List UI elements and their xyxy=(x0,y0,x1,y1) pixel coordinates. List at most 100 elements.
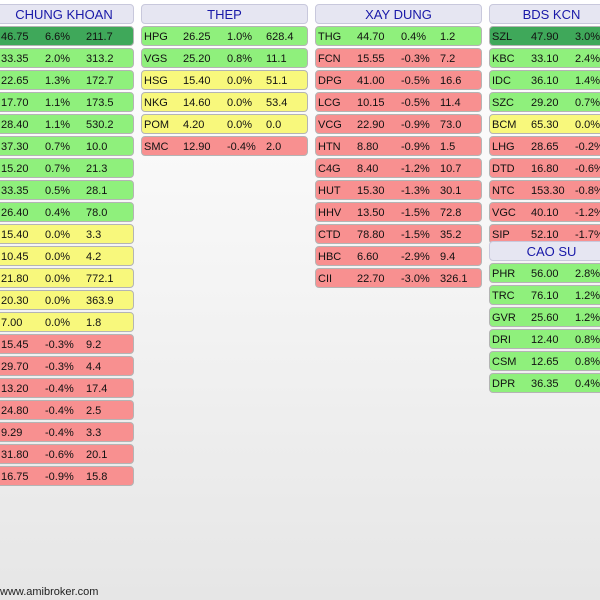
stock-row[interactable]: SZC 29.20 0.7% xyxy=(489,92,600,112)
stock-row[interactable]: 26.40 0.4% 78.0 xyxy=(0,202,134,222)
stock-row[interactable]: PHR 56.00 2.8% xyxy=(489,263,600,283)
stock-price: 41.00 xyxy=(357,75,385,87)
stock-row[interactable]: LCG 10.15 -0.5% 11.4 xyxy=(315,92,482,112)
stock-row[interactable]: CTD 78.80 -1.5% 35.2 xyxy=(315,224,482,244)
stock-row[interactable]: HTN 8.80 -0.9% 1.5 xyxy=(315,136,482,156)
stock-change: 0.4% xyxy=(401,31,427,43)
stock-row[interactable]: 15.20 0.7% 21.3 xyxy=(0,158,134,178)
stock-row[interactable]: 21.80 0.0% 772.1 xyxy=(0,268,134,288)
stock-price: 10.45 xyxy=(1,251,29,263)
stock-row[interactable]: SMC 12.90 -0.4% 2.0 xyxy=(141,136,308,156)
stock-row[interactable]: 46.75 6.6% 211.7 xyxy=(0,26,134,46)
stock-volume: 0.0 xyxy=(266,119,282,131)
stock-row[interactable]: CII 22.70 -3.0% 326.1 xyxy=(315,268,482,288)
stock-row[interactable]: 15.45 -0.3% 9.2 xyxy=(0,334,134,354)
stock-price: 76.10 xyxy=(531,290,559,302)
stock-row[interactable]: 13.20 -0.4% 17.4 xyxy=(0,378,134,398)
stock-price: 14.60 xyxy=(183,97,211,109)
stock-volume: 1.8 xyxy=(86,317,102,329)
stock-row[interactable]: 7.00 0.0% 1.8 xyxy=(0,312,134,332)
stock-row[interactable]: THG 44.70 0.4% 1.2 xyxy=(315,26,482,46)
stock-symbol: TRC xyxy=(492,290,515,302)
stock-price: 10.15 xyxy=(357,97,385,109)
stock-row[interactable]: HUT 15.30 -1.3% 30.1 xyxy=(315,180,482,200)
stock-row[interactable]: 10.45 0.0% 4.2 xyxy=(0,246,134,266)
stock-row[interactable]: 16.75 -0.9% 15.8 xyxy=(0,466,134,486)
stock-change: 0.0% xyxy=(45,229,71,241)
stock-change: -0.8% xyxy=(575,185,600,197)
stock-change: 1.2% xyxy=(575,290,600,302)
stock-row[interactable]: VCG 22.90 -0.9% 73.0 xyxy=(315,114,482,134)
stock-price: 16.75 xyxy=(1,471,29,483)
stock-row[interactable]: CSM 12.65 0.8% xyxy=(489,351,600,371)
stock-row[interactable]: C4G 8.40 -1.2% 10.7 xyxy=(315,158,482,178)
stock-row[interactable]: NTC 153.30 -0.8% xyxy=(489,180,600,200)
stock-row[interactable]: LHG 28.65 -0.2% xyxy=(489,136,600,156)
stock-price: 12.40 xyxy=(531,334,559,346)
stock-volume: 363.9 xyxy=(86,295,114,307)
stock-change: 0.4% xyxy=(45,207,71,219)
stock-row[interactable]: IDC 36.10 1.4% xyxy=(489,70,600,90)
stock-symbol: HUT xyxy=(318,185,341,197)
stock-price: 25.20 xyxy=(183,53,211,65)
stock-price: 16.80 xyxy=(531,163,559,175)
stock-row[interactable]: BCM 65.30 0.0% xyxy=(489,114,600,134)
stock-price: 29.70 xyxy=(1,361,29,373)
stock-change: 0.0% xyxy=(45,317,71,329)
stock-row[interactable]: KBC 33.10 2.4% xyxy=(489,48,600,68)
stock-change: 1.1% xyxy=(45,97,71,109)
stock-row[interactable]: 15.40 0.0% 3.3 xyxy=(0,224,134,244)
stock-row[interactable]: SZL 47.90 3.0% xyxy=(489,26,600,46)
stock-row[interactable]: 33.35 0.5% 28.1 xyxy=(0,180,134,200)
stock-row[interactable]: 17.70 1.1% 173.5 xyxy=(0,92,134,112)
stock-row[interactable]: DPR 36.35 0.4% xyxy=(489,373,600,393)
stock-volume: 530.2 xyxy=(86,119,114,131)
stock-row[interactable]: 28.40 1.1% 530.2 xyxy=(0,114,134,134)
stock-row[interactable]: 9.29 -0.4% 3.3 xyxy=(0,422,134,442)
stock-volume: 4.2 xyxy=(86,251,102,263)
stock-price: 12.90 xyxy=(183,141,211,153)
stock-row[interactable]: 33.35 2.0% 313.2 xyxy=(0,48,134,68)
stock-row[interactable]: TRC 76.10 1.2% xyxy=(489,285,600,305)
stock-change: 1.4% xyxy=(575,75,600,87)
stock-change: -1.2% xyxy=(401,163,430,175)
stock-volume: 628.4 xyxy=(266,31,294,43)
stock-volume: 313.2 xyxy=(86,53,114,65)
stock-symbol: CTD xyxy=(318,229,341,241)
stock-volume: 173.5 xyxy=(86,97,114,109)
stock-volume: 172.7 xyxy=(86,75,114,87)
stock-row[interactable]: DTD 16.80 -0.6% xyxy=(489,158,600,178)
stock-price: 36.35 xyxy=(531,378,559,390)
stock-row[interactable]: 37.30 0.7% 10.0 xyxy=(0,136,134,156)
stock-row[interactable]: HBC 6.60 -2.9% 9.4 xyxy=(315,246,482,266)
stock-symbol: KBC xyxy=(492,53,515,65)
stock-row[interactable]: VGS 25.20 0.8% 11.1 xyxy=(141,48,308,68)
stock-change: 0.5% xyxy=(45,185,71,197)
stock-price: 24.80 xyxy=(1,405,29,417)
stock-symbol: NKG xyxy=(144,97,168,109)
stock-change: 1.2% xyxy=(575,312,600,324)
stock-row[interactable]: 24.80 -0.4% 2.5 xyxy=(0,400,134,420)
stock-row[interactable]: HHV 13.50 -1.5% 72.8 xyxy=(315,202,482,222)
stock-symbol: NTC xyxy=(492,185,515,197)
footer-credit: www.amibroker.com xyxy=(0,586,99,598)
stock-volume: 16.6 xyxy=(440,75,462,87)
stock-change: 0.0% xyxy=(45,295,71,307)
stock-row[interactable]: 20.30 0.0% 363.9 xyxy=(0,290,134,310)
stock-row[interactable]: FCN 15.55 -0.3% 7.2 xyxy=(315,48,482,68)
stock-row[interactable]: HSG 15.40 0.0% 51.1 xyxy=(141,70,308,90)
stock-volume: 11.4 xyxy=(440,97,461,109)
stock-row[interactable]: 29.70 -0.3% 4.4 xyxy=(0,356,134,376)
stock-row[interactable]: POM 4.20 0.0% 0.0 xyxy=(141,114,308,134)
stock-row[interactable]: NKG 14.60 0.0% 53.4 xyxy=(141,92,308,112)
stock-row[interactable]: DRI 12.40 0.8% xyxy=(489,329,600,349)
stock-row[interactable]: 31.80 -0.6% 20.1 xyxy=(0,444,134,464)
stock-row[interactable]: HPG 26.25 1.0% 628.4 xyxy=(141,26,308,46)
stock-row[interactable]: VGC 40.10 -1.2% xyxy=(489,202,600,222)
stock-row[interactable]: 22.65 1.3% 172.7 xyxy=(0,70,134,90)
stock-row[interactable]: DPG 41.00 -0.5% 16.6 xyxy=(315,70,482,90)
sector-panel-thep: THEP HPG 26.25 1.0% 628.4 VGS 25.20 0.8% 11.1 HSG… xyxy=(141,4,308,158)
stock-change: 0.8% xyxy=(575,334,600,346)
stock-row[interactable]: GVR 25.60 1.2% xyxy=(489,307,600,327)
stock-volume: 78.0 xyxy=(86,207,108,219)
